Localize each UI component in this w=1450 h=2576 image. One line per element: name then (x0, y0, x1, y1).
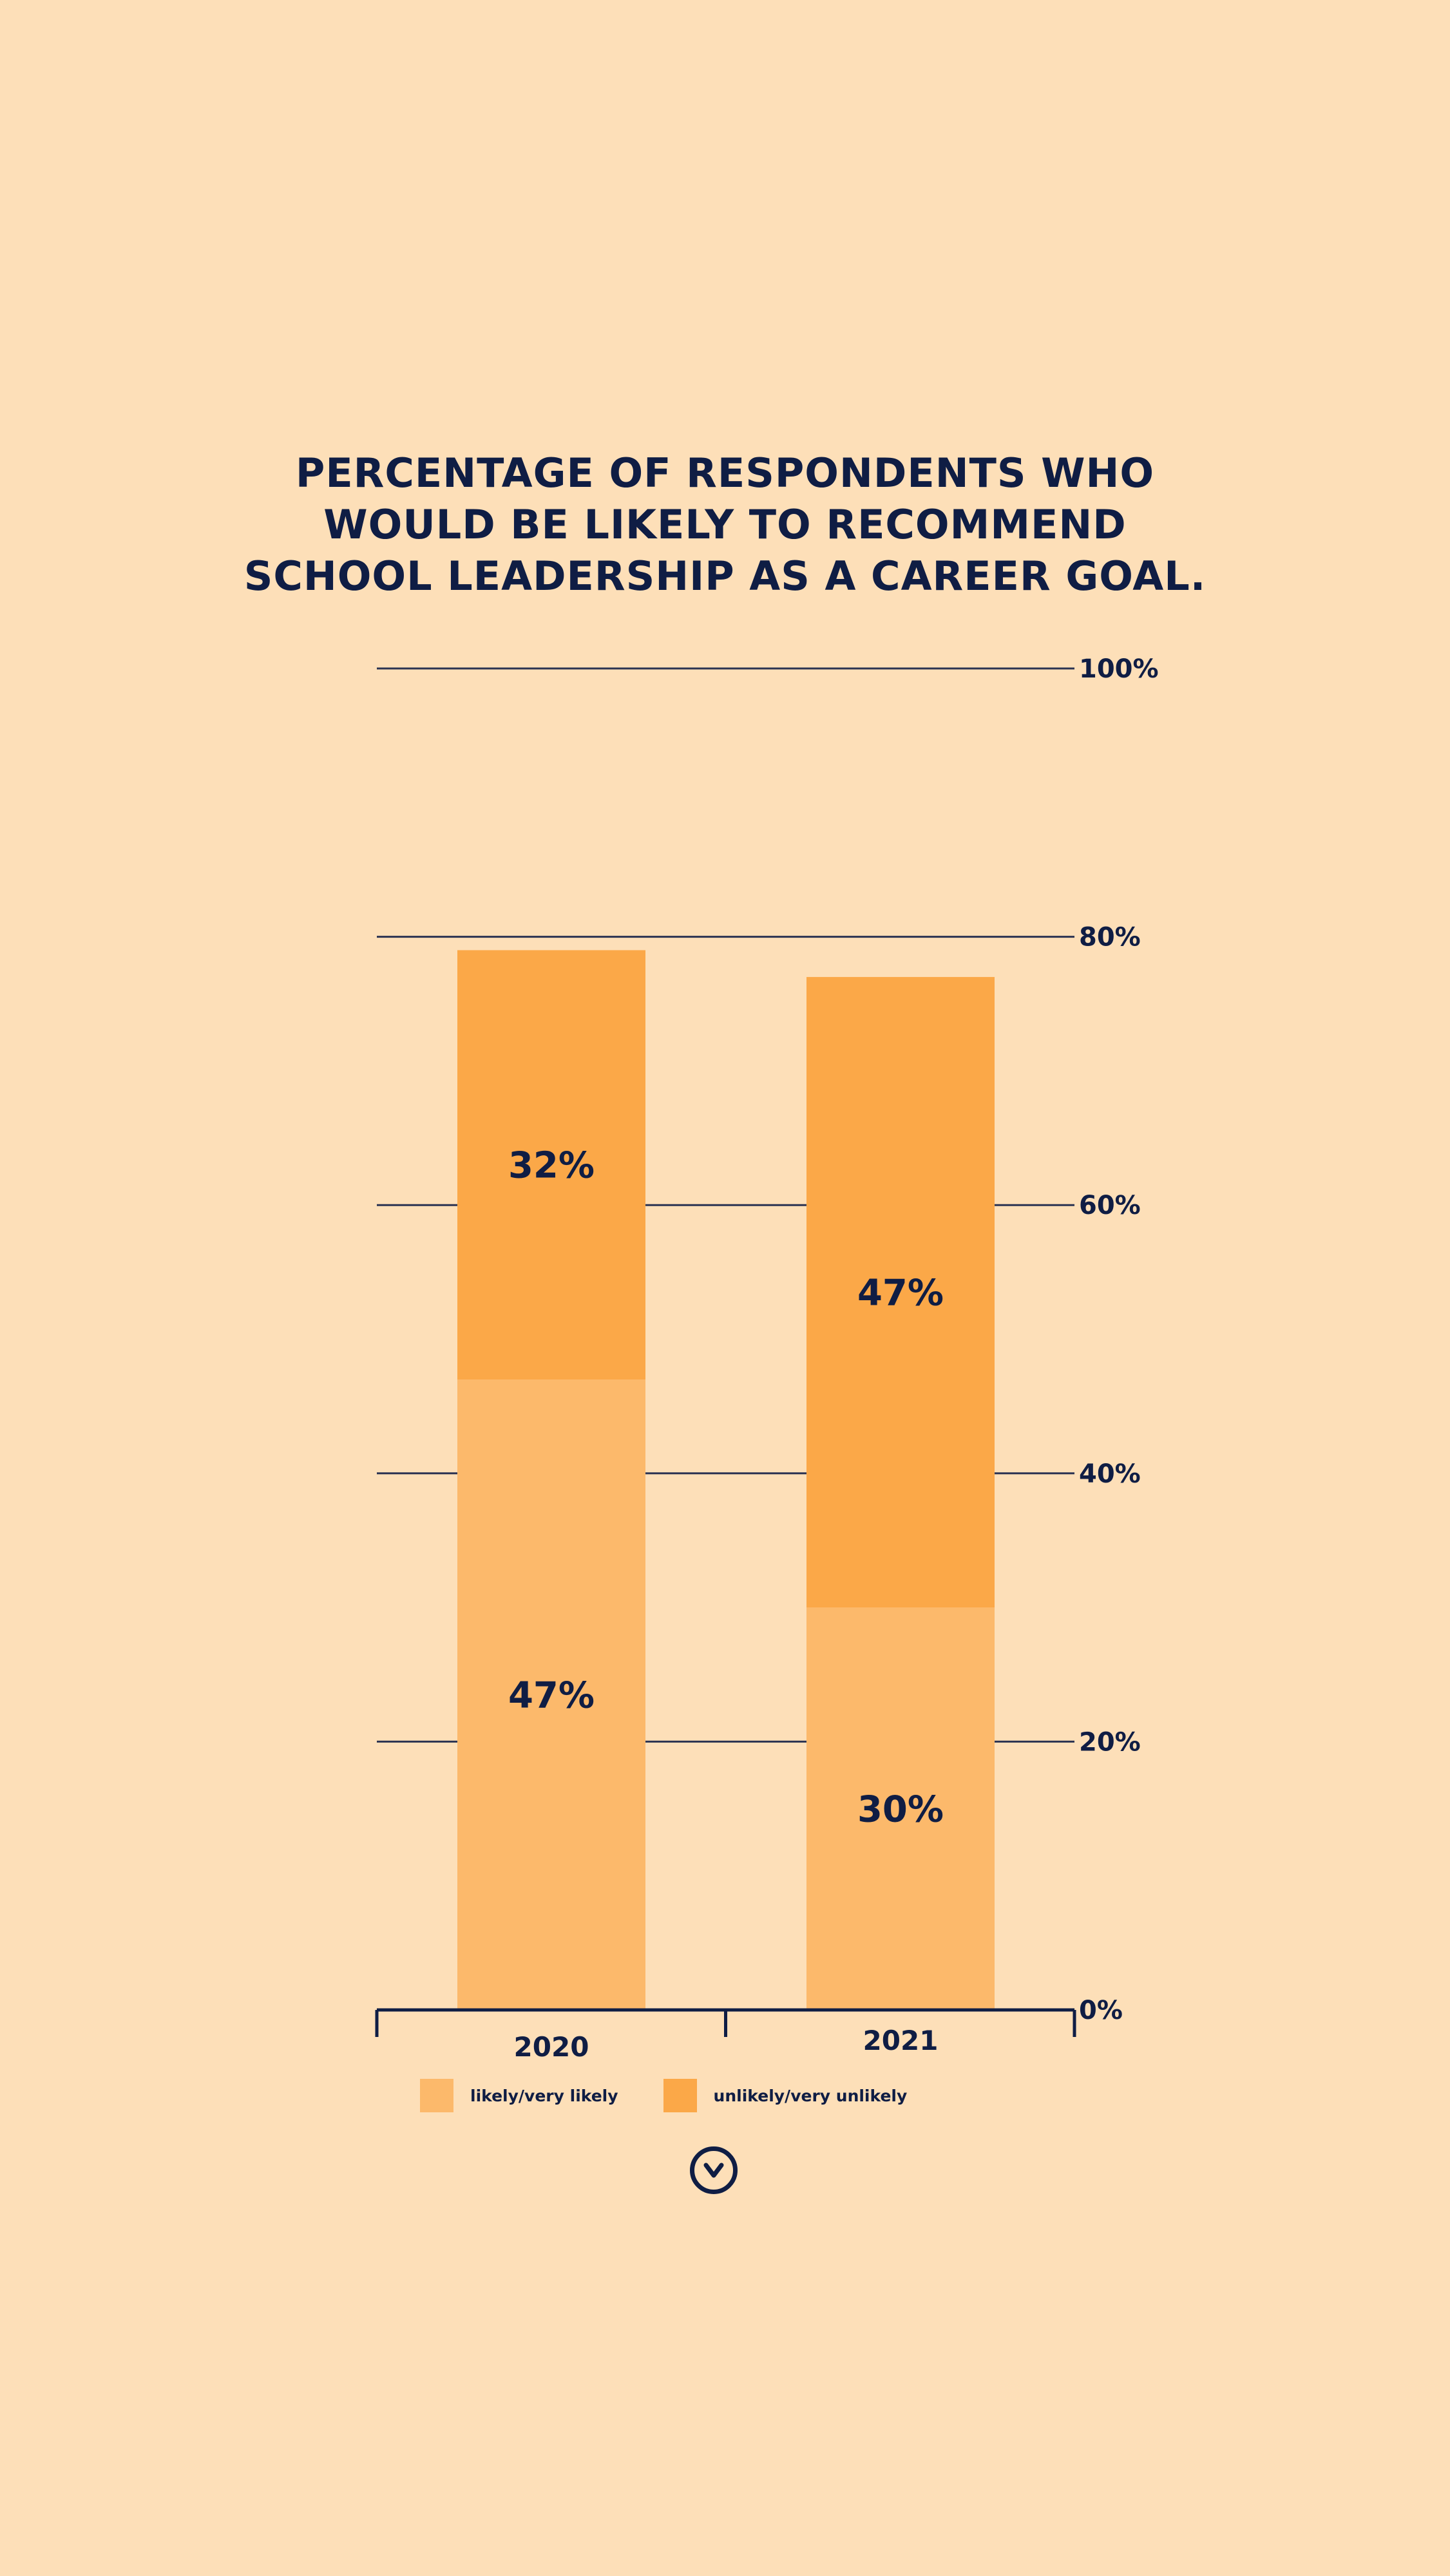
bar-2020-series-1 (457, 950, 645, 1379)
y-tick-label-100: 100% (1079, 654, 1159, 684)
bar-layer (457, 950, 995, 2010)
x-tick-label-2020: 2020 (514, 2031, 589, 2063)
scroll-down-button[interactable] (690, 2146, 738, 2194)
legend-item-likely: likely/very likely (420, 2079, 618, 2112)
data-label-2021-series-0: 30% (857, 1789, 944, 1831)
bar-2021-series-1 (806, 977, 995, 1608)
chart-title-line-2: WOULD BE LIKELY TO RECOMMEND (323, 501, 1127, 548)
legend-label-likely: likely/very likely (470, 2086, 618, 2105)
x-tick-label-2021: 2021 (863, 2025, 939, 2056)
chart-title: PERCENTAGE OF RESPONDENTS WHO WOULD BE L… (0, 448, 1450, 602)
axis-layer: 0% 20% 40% 60% 80% 100% 2020 2021 (375, 654, 1159, 2063)
y-tick-label-40: 40% (1079, 1459, 1141, 1489)
chart-title-line-1: PERCENTAGE OF RESPONDENTS WHO (295, 450, 1155, 497)
chart-title-line-3: SCHOOL LEADERSHIP AS A CAREER GOAL. (243, 553, 1207, 600)
data-label-2021-series-1: 47% (857, 1273, 944, 1314)
legend-swatch-likely (420, 2079, 453, 2112)
label-layer: 47% 32% 30% 47% (508, 1145, 944, 1831)
data-label-2020-series-1: 32% (508, 1145, 595, 1187)
legend-swatch-unlikely (663, 2079, 697, 2112)
bar-2021-series-0 (806, 1607, 995, 2010)
y-tick-label-0: 0% (1079, 1996, 1123, 2025)
data-label-2020-series-0: 47% (508, 1674, 595, 1716)
y-tick-label-60: 60% (1079, 1191, 1141, 1220)
bar-2020-series-0 (457, 1379, 645, 2010)
chevron-down-icon (703, 2163, 724, 2178)
y-tick-label-80: 80% (1079, 923, 1141, 952)
y-tick-label-20: 20% (1079, 1727, 1141, 1757)
legend-item-unlikely: unlikely/very unlikely (663, 2079, 908, 2112)
legend: likely/very likely unlikely/very unlikel… (420, 2079, 952, 2112)
legend-label-unlikely: unlikely/very unlikely (713, 2086, 908, 2105)
